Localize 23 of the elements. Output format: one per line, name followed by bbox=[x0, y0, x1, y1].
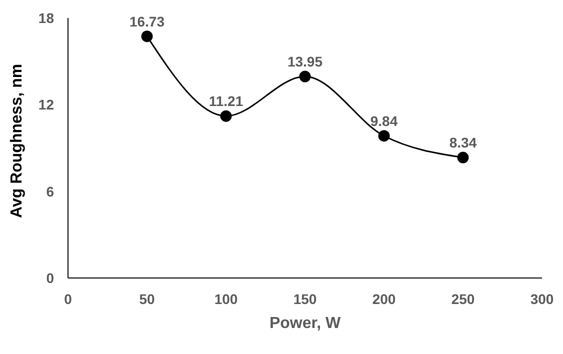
data-label: 9.84 bbox=[370, 112, 398, 129]
point bbox=[378, 130, 390, 142]
point bbox=[141, 30, 153, 42]
y-axis-title: Avg Roughness, nm bbox=[8, 64, 26, 218]
y-tick-label: 12 bbox=[38, 96, 54, 113]
y-tick-label: 0 bbox=[46, 270, 54, 286]
x-tick-label: 150 bbox=[293, 290, 317, 307]
x-tick-label: 300 bbox=[530, 290, 554, 307]
x-axis-title: Power, W bbox=[269, 315, 342, 332]
y-tick-label: 6 bbox=[46, 183, 54, 200]
data-label: 13.95 bbox=[287, 54, 323, 70]
data-label: 8.34 bbox=[449, 134, 477, 151]
x-tick-label: 100 bbox=[214, 290, 238, 307]
x-tick-label: 200 bbox=[372, 290, 396, 307]
x-tick-label: 250 bbox=[451, 290, 475, 307]
x-tick-label: 50 bbox=[139, 290, 155, 307]
point bbox=[220, 110, 232, 122]
data-label: 16.73 bbox=[129, 13, 165, 30]
data-label: 11.21 bbox=[208, 93, 244, 110]
x-tick-label: 0 bbox=[64, 290, 72, 307]
y-tick-label: 18 bbox=[38, 10, 54, 26]
point bbox=[457, 152, 469, 164]
point bbox=[299, 70, 311, 82]
